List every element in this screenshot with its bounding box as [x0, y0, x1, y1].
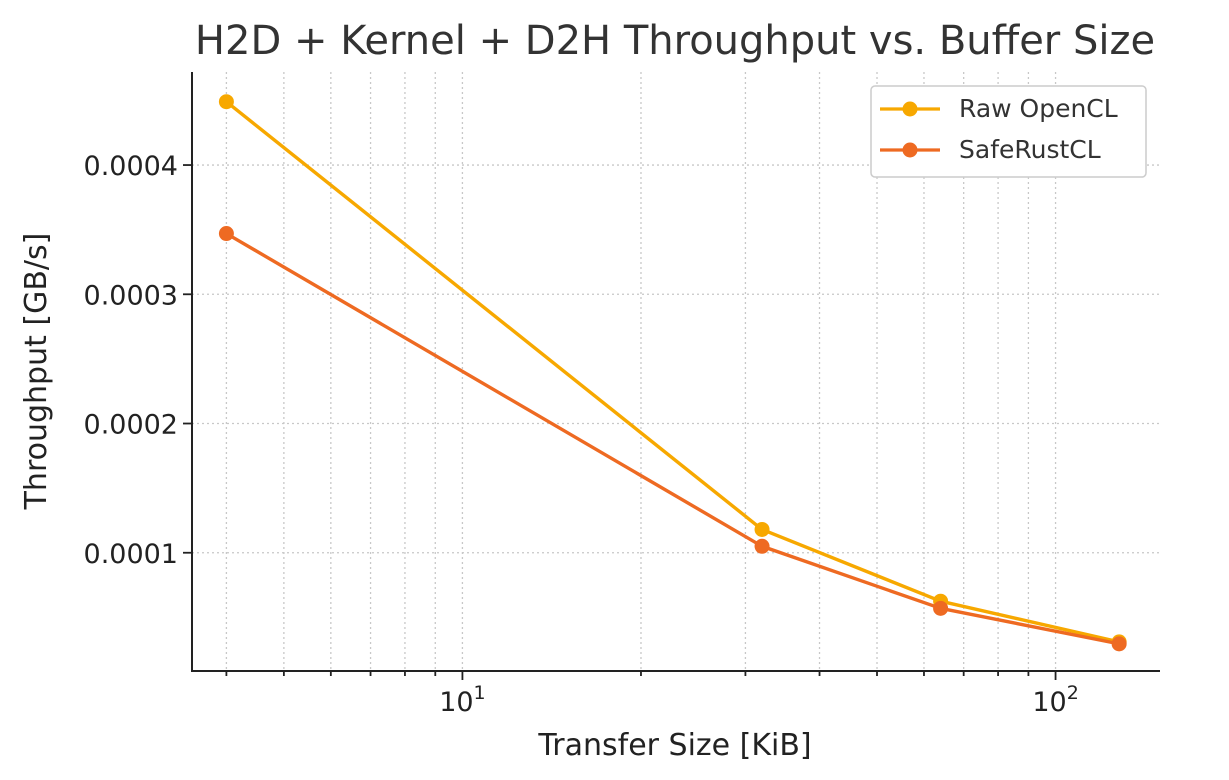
series-group [218, 94, 1127, 652]
y-axis-label: Throughput [GB/s] [19, 233, 54, 511]
legend-label-raw-opencl: Raw OpenCL [959, 94, 1118, 123]
x-axis-label: Transfer Size [KiB] [537, 728, 811, 763]
series-line-raw-opencl [225, 100, 1120, 644]
y-tick-label: 0.0003 [84, 280, 178, 311]
ticks: 101 102 0.0001 0.0002 0.0003 0.0004 [84, 151, 1079, 718]
y-tick-label: 0.0001 [84, 539, 178, 570]
y-tick-label: 0.0002 [84, 410, 178, 441]
y-tick-label: 0.0004 [84, 151, 178, 182]
data-point-saferustcl [218, 226, 234, 242]
legend: Raw OpenCL SafeRustCL [870, 85, 1147, 178]
legend-label-saferustcl: SafeRustCL [959, 135, 1101, 164]
chart-title: H2D + Kernel + D2H Throughput vs. Buffer… [195, 18, 1155, 64]
legend-marker-saferustcl [902, 142, 918, 158]
data-point-raw-opencl [754, 521, 770, 537]
data-point-saferustcl [933, 600, 949, 616]
data-point-saferustcl [754, 538, 770, 554]
data-point-raw-opencl [218, 94, 234, 110]
data-point-saferustcl [1111, 636, 1127, 652]
legend-marker-raw-opencl [902, 101, 918, 117]
x-tick-label: 102 [1032, 682, 1078, 718]
x-tick-label: 101 [439, 682, 485, 718]
series-line-saferustcl [225, 232, 1120, 646]
